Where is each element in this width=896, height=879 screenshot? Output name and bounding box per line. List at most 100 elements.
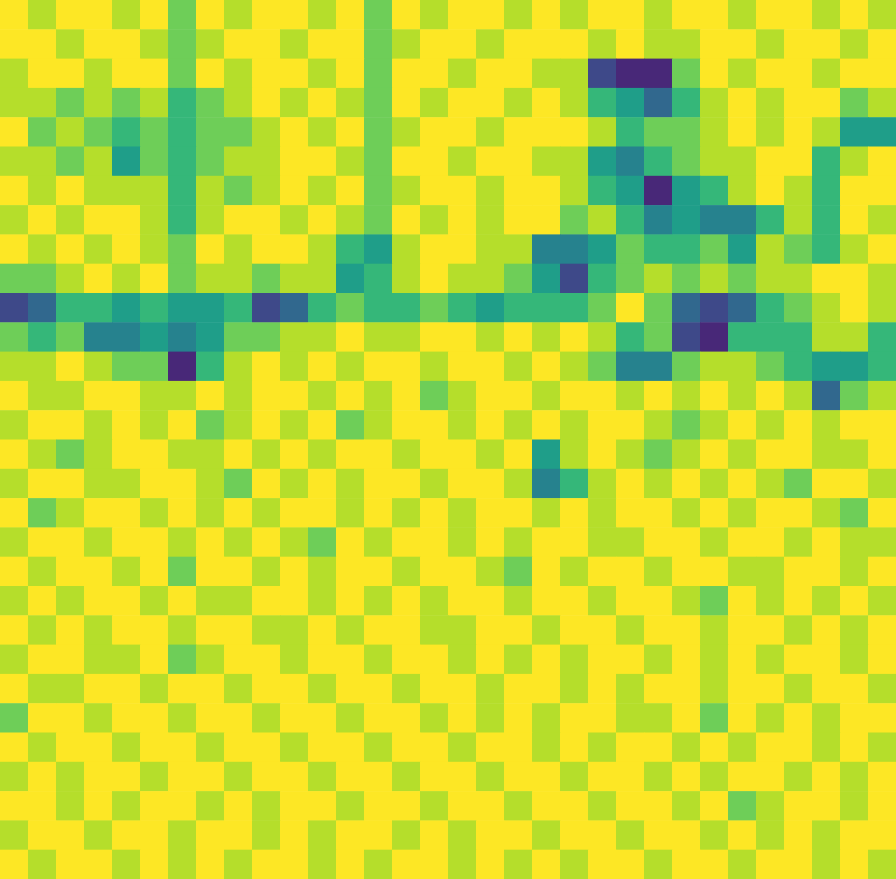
heatmap-cell xyxy=(644,234,673,264)
heatmap-cell xyxy=(756,293,785,323)
heatmap-cell xyxy=(532,176,561,206)
heatmap-cell xyxy=(140,440,169,470)
heatmap-cell xyxy=(224,527,253,557)
heatmap-cell xyxy=(700,615,729,645)
heatmap-cell xyxy=(840,381,869,411)
heatmap-cell xyxy=(168,381,197,411)
heatmap-cell xyxy=(700,762,729,792)
heatmap-cell xyxy=(336,615,365,645)
heatmap-cell xyxy=(644,850,673,879)
heatmap-cell xyxy=(420,557,449,587)
heatmap-cell xyxy=(280,527,309,557)
heatmap-cell xyxy=(252,850,281,879)
heatmap-cell xyxy=(196,762,225,792)
heatmap-cell xyxy=(84,440,113,470)
heatmap-cell xyxy=(168,0,197,30)
heatmap-cell xyxy=(756,117,785,147)
heatmap-cell xyxy=(168,117,197,147)
heatmap-cell xyxy=(392,264,421,294)
heatmap-cell xyxy=(532,615,561,645)
heatmap-cell xyxy=(364,440,393,470)
heatmap-cell xyxy=(616,0,645,30)
heatmap-cell xyxy=(504,88,533,118)
heatmap-cell xyxy=(756,557,785,587)
heatmap-cell xyxy=(588,469,617,499)
heatmap-cell xyxy=(56,0,85,30)
heatmap-cell xyxy=(672,322,701,352)
heatmap-cell xyxy=(812,645,841,675)
heatmap-cell xyxy=(812,0,841,30)
heatmap-cell xyxy=(616,527,645,557)
heatmap-cell xyxy=(700,293,729,323)
heatmap-cell xyxy=(504,59,533,89)
heatmap-cell xyxy=(700,88,729,118)
heatmap-cell xyxy=(280,733,309,763)
heatmap-cell xyxy=(168,820,197,850)
heatmap-cell xyxy=(700,205,729,235)
heatmap-cell xyxy=(644,410,673,440)
heatmap-cell xyxy=(28,117,57,147)
heatmap-cell xyxy=(448,147,477,177)
heatmap-cell xyxy=(308,469,337,499)
heatmap-cell xyxy=(448,205,477,235)
heatmap-cell xyxy=(168,703,197,733)
heatmap-cell xyxy=(112,381,141,411)
heatmap-cell xyxy=(728,293,757,323)
heatmap-cell xyxy=(336,440,365,470)
heatmap-cell xyxy=(336,205,365,235)
heatmap-cell xyxy=(280,645,309,675)
heatmap-cell xyxy=(784,205,813,235)
heatmap-cell xyxy=(168,645,197,675)
heatmap-cell xyxy=(168,762,197,792)
heatmap-cell xyxy=(224,615,253,645)
heatmap-cell xyxy=(560,440,589,470)
heatmap-cell xyxy=(504,586,533,616)
heatmap-cell xyxy=(588,557,617,587)
heatmap-cell xyxy=(196,469,225,499)
heatmap-cell xyxy=(28,0,57,30)
heatmap-cell xyxy=(84,469,113,499)
heatmap-cell xyxy=(812,117,841,147)
heatmap-cell xyxy=(532,322,561,352)
heatmap-cell xyxy=(252,352,281,382)
heatmap-cell xyxy=(364,674,393,704)
heatmap-cell xyxy=(168,557,197,587)
heatmap-cell xyxy=(252,703,281,733)
heatmap-cell xyxy=(336,762,365,792)
heatmap-cell xyxy=(784,850,813,879)
heatmap-cell xyxy=(532,147,561,177)
heatmap-cell xyxy=(140,234,169,264)
heatmap-cell xyxy=(616,557,645,587)
heatmap-cell xyxy=(280,850,309,879)
heatmap-cell xyxy=(784,733,813,763)
heatmap-cell xyxy=(0,703,29,733)
heatmap-cell xyxy=(0,352,29,382)
heatmap-cell xyxy=(840,205,869,235)
heatmap-cell xyxy=(168,615,197,645)
heatmap-cell xyxy=(504,703,533,733)
heatmap-cell xyxy=(224,586,253,616)
heatmap-cell xyxy=(28,352,57,382)
heatmap-cell xyxy=(756,615,785,645)
heatmap-cell xyxy=(476,498,505,528)
heatmap-cell xyxy=(868,352,896,382)
heatmap-cell xyxy=(588,703,617,733)
heatmap-cell xyxy=(196,733,225,763)
heatmap-cell xyxy=(588,293,617,323)
heatmap-cell xyxy=(840,615,869,645)
heatmap-cell xyxy=(448,791,477,821)
heatmap-cell xyxy=(532,234,561,264)
heatmap-cell xyxy=(448,59,477,89)
heatmap-cell xyxy=(224,88,253,118)
heatmap-cell xyxy=(588,147,617,177)
heatmap-cell xyxy=(28,264,57,294)
heatmap-cell xyxy=(84,352,113,382)
heatmap-cell xyxy=(728,410,757,440)
heatmap-cell xyxy=(392,440,421,470)
heatmap-cell xyxy=(84,59,113,89)
heatmap-cell xyxy=(224,820,253,850)
heatmap-cell xyxy=(420,322,449,352)
heatmap-cell xyxy=(812,322,841,352)
heatmap-cell xyxy=(700,674,729,704)
heatmap-cell xyxy=(420,29,449,59)
